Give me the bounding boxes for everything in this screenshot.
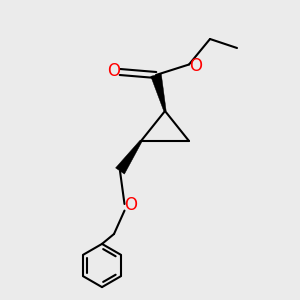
Polygon shape	[116, 140, 142, 174]
Polygon shape	[151, 74, 166, 111]
Text: O: O	[107, 61, 120, 80]
Text: O: O	[189, 57, 202, 75]
Text: O: O	[124, 196, 138, 214]
